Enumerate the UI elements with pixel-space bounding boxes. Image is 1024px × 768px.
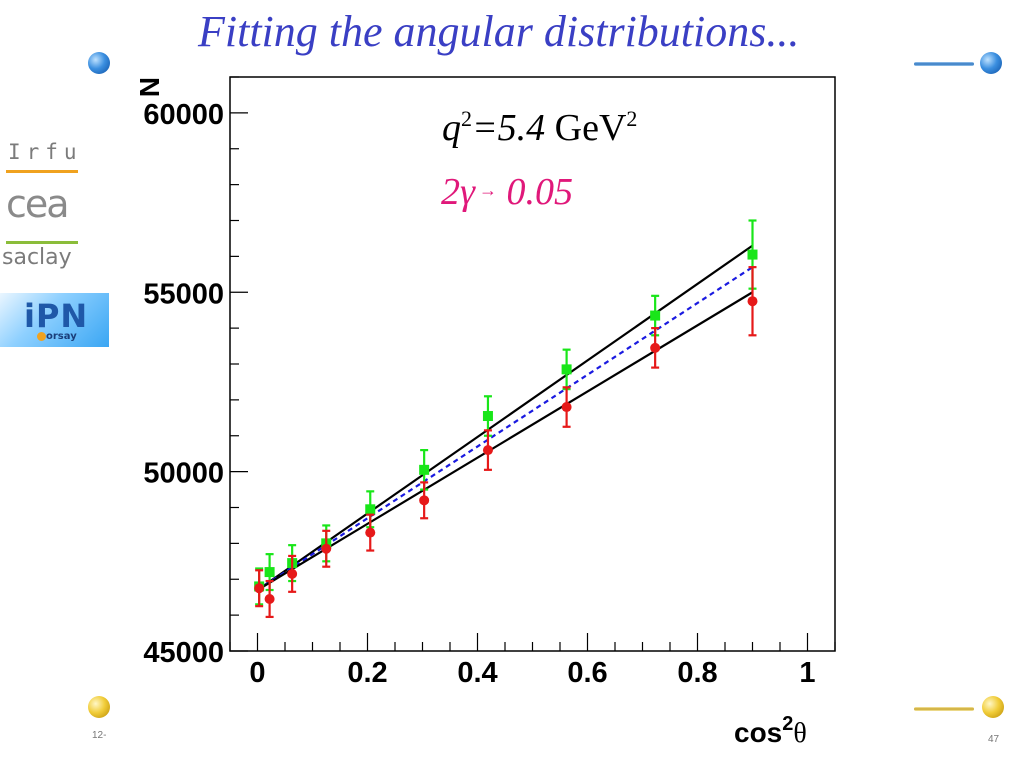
- cea-logo: cea: [6, 182, 70, 226]
- x-axis-title: cos2θ: [734, 713, 807, 749]
- x-axis-cos: cos: [734, 717, 782, 748]
- y-tick-labels: 45000 50000 55000 60000: [143, 99, 224, 669]
- footer-date: 12-: [92, 730, 107, 741]
- green-squares-point: [419, 464, 430, 475]
- chart-title-2gamma: 2γ → 0.05: [441, 171, 573, 213]
- red-circles-point: [264, 593, 275, 604]
- green-squares-point: [747, 249, 758, 260]
- x-tick-label: 0.8: [677, 657, 717, 689]
- x-axis-exponent: 2: [782, 713, 793, 735]
- red-circles-point: [419, 495, 430, 506]
- green-squares-point: [365, 504, 376, 515]
- x-tick-label: 0.2: [347, 657, 387, 689]
- red-circles-point: [254, 583, 265, 594]
- q2-value: =5.4: [472, 107, 545, 149]
- two-gamma-prefix: 2: [441, 171, 460, 213]
- x-tick-labels: 0 0.2 0.4 0.6 0.8 1: [249, 657, 815, 689]
- plot-frame: [229, 76, 836, 652]
- x-tick-label: 1: [799, 657, 815, 689]
- q-exponent: 2: [461, 106, 472, 131]
- ipn-logo-text: iPN: [24, 297, 89, 335]
- x-tick-label: 0.6: [567, 657, 607, 689]
- unit-exponent: 2: [626, 106, 637, 131]
- x-axis-theta: θ: [793, 718, 806, 749]
- y-tick-label: 60000: [143, 99, 224, 131]
- irfu-logo: Irfu: [8, 140, 83, 164]
- red-circles-point: [287, 568, 298, 579]
- q2-unit: GeV: [545, 107, 627, 149]
- red-circles-point: [321, 543, 332, 554]
- axis-ticks: [229, 76, 836, 652]
- y-axis-title: N: [134, 77, 165, 97]
- ipn-orsay-logo: iPN orsay: [0, 293, 109, 347]
- green-squares-point: [482, 411, 493, 422]
- green-squares-point: [561, 364, 572, 375]
- decor-blue-bar-right: [914, 62, 974, 66]
- decor-gold-ball-left: [88, 696, 110, 718]
- data-points: [254, 219, 758, 619]
- x-tick-label: 0.4: [457, 657, 497, 689]
- decor-blue-ball-right: [980, 52, 1002, 74]
- page-number: 47: [988, 734, 1000, 745]
- ipn-logo-dot: [37, 332, 46, 341]
- red-circles-point: [365, 527, 376, 538]
- fit-lines: [256, 244, 754, 591]
- orsay-logo-text: orsay: [46, 331, 77, 342]
- x-tick-label: 0: [249, 657, 265, 689]
- y-tick-label: 50000: [143, 458, 224, 490]
- green-squares-point: [264, 567, 275, 578]
- logo-divider-orange: [6, 170, 78, 173]
- y-tick-label: 45000: [143, 637, 224, 669]
- gamma-symbol: γ: [460, 171, 476, 213]
- decor-blue-ball-left: [88, 52, 110, 74]
- green-squares-point: [650, 310, 661, 321]
- decor-gold-bar-right: [914, 707, 974, 711]
- slide-title: Fitting the angular distributions...: [198, 7, 800, 56]
- red-circles-point: [482, 445, 493, 456]
- q-symbol: q: [442, 107, 461, 149]
- lower-fit: [256, 291, 754, 591]
- red-circles-point: [561, 402, 572, 413]
- two-gamma-value: 0.05: [497, 171, 573, 213]
- decor-gold-ball-right: [982, 696, 1004, 718]
- red-circles-point: [650, 342, 661, 353]
- arrow-symbol: →: [479, 180, 497, 200]
- logo-divider-green: [6, 241, 78, 244]
- y-tick-label: 55000: [143, 278, 224, 310]
- chart-title-q2: q2=5.4 GeV2: [442, 106, 637, 149]
- red-circles-point: [747, 296, 758, 307]
- saclay-logo: saclay: [2, 245, 72, 270]
- upper-fit: [256, 244, 754, 591]
